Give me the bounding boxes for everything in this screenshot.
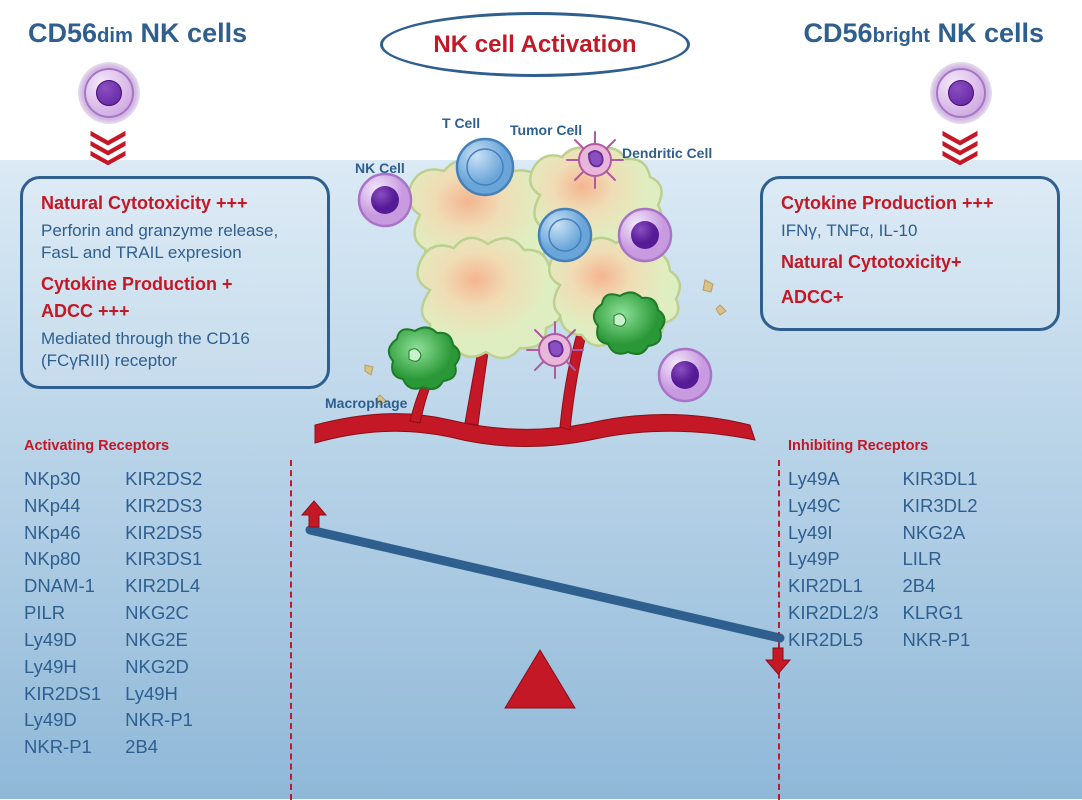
perforin-text: Perforin and granzyme release, FasL and … bbox=[41, 220, 309, 264]
natural-cytotoxicity-label: Natural Cytotoxicity +++ bbox=[41, 193, 309, 214]
receptor-item: Ly49I bbox=[788, 520, 879, 547]
cytokine-production-right-label: Cytokine Production +++ bbox=[781, 193, 1039, 214]
activating-receptors-list: NKp30NKp44NKp46NKp80DNAM-1PILRLy49DLy49H… bbox=[24, 466, 202, 761]
dendritic-cell-label: Dendritic Cell bbox=[622, 145, 712, 161]
nk-cell-right-icon bbox=[930, 62, 992, 124]
receptor-item: KIR2DL5 bbox=[788, 627, 879, 654]
receptor-item: LILR bbox=[903, 546, 978, 573]
activating-receptors-title: Activating Receptors bbox=[24, 438, 169, 454]
adcc-label: ADCC +++ bbox=[41, 301, 309, 322]
inhibiting-receptors-title: Inhibiting Receptors bbox=[788, 438, 928, 454]
seesaw-balance-icon bbox=[280, 500, 800, 710]
receptor-item: Ly49C bbox=[788, 493, 879, 520]
receptor-item: NKR-P1 bbox=[125, 707, 202, 734]
receptor-item: KIR2DL1 bbox=[788, 573, 879, 600]
cytokine-production-label: Cytokine Production + bbox=[41, 274, 309, 295]
receptor-item: KLRG1 bbox=[903, 600, 978, 627]
receptor-item: NKR-P1 bbox=[903, 627, 978, 654]
cd16-text: Mediated through the CD16 (FCγRIII) rece… bbox=[41, 328, 309, 372]
receptor-item: NKR-P1 bbox=[24, 734, 101, 761]
macrophage-label: Macrophage bbox=[325, 395, 407, 411]
nk-cell-left-icon bbox=[78, 62, 140, 124]
cd56bright-function-box: Cytokine Production +++ IFNγ, TNFα, IL-1… bbox=[760, 176, 1060, 331]
natural-cytotoxicity-right-label: Natural Cytotoxicity+ bbox=[781, 252, 1039, 273]
receptor-item: DNAM-1 bbox=[24, 573, 101, 600]
receptor-item: Ly49P bbox=[788, 546, 879, 573]
cd56dim-function-box: Natural Cytotoxicity +++ Perforin and gr… bbox=[20, 176, 330, 389]
title-ellipse: NK cell Activation bbox=[380, 12, 690, 77]
header-right: CD56bright NK cells bbox=[804, 18, 1044, 49]
receptor-item: 2B4 bbox=[903, 573, 978, 600]
receptor-item: NKp44 bbox=[24, 493, 101, 520]
receptor-item: NKp30 bbox=[24, 466, 101, 493]
inhibiting-receptors-list: Ly49ALy49CLy49ILy49PKIR2DL1KIR2DL2/3KIR2… bbox=[788, 466, 978, 654]
receptor-item: Ly49A bbox=[788, 466, 879, 493]
ifn-text: IFNγ, TNFα, IL-10 bbox=[781, 220, 1039, 242]
receptor-item: Ly49H bbox=[125, 681, 202, 708]
t-cell-label: T Cell bbox=[442, 115, 480, 131]
receptor-item: Ly49D bbox=[24, 707, 101, 734]
chevron-down-right-icon bbox=[940, 130, 980, 165]
receptor-item: NKp46 bbox=[24, 520, 101, 547]
adcc-right-label: ADCC+ bbox=[781, 287, 1039, 308]
receptor-item: KIR3DS1 bbox=[125, 546, 202, 573]
receptor-item: KIR2DL4 bbox=[125, 573, 202, 600]
nk-cell-label: NK Cell bbox=[355, 160, 405, 176]
receptor-item: KIR3DL1 bbox=[903, 466, 978, 493]
receptor-item: KIR2DS3 bbox=[125, 493, 202, 520]
receptor-item: NKG2C bbox=[125, 600, 202, 627]
chevron-down-left-icon bbox=[88, 130, 128, 165]
receptor-item: KIR2DS2 bbox=[125, 466, 202, 493]
receptor-item: KIR2DS1 bbox=[24, 681, 101, 708]
receptor-item: KIR2DL2/3 bbox=[788, 600, 879, 627]
receptor-item: KIR2DS5 bbox=[125, 520, 202, 547]
title-text: NK cell Activation bbox=[433, 31, 636, 59]
receptor-item: Ly49D bbox=[24, 627, 101, 654]
header-left: CD56dim NK cells bbox=[28, 18, 247, 49]
receptor-item: PILR bbox=[24, 600, 101, 627]
receptor-item: NKG2E bbox=[125, 627, 202, 654]
tumor-cell-label: Tumor Cell bbox=[510, 122, 582, 138]
receptor-item: NKp80 bbox=[24, 546, 101, 573]
receptor-item: Ly49H bbox=[24, 654, 101, 681]
receptor-item: 2B4 bbox=[125, 734, 202, 761]
receptor-item: KIR3DL2 bbox=[903, 493, 978, 520]
receptor-item: NKG2D bbox=[125, 654, 202, 681]
receptor-item: NKG2A bbox=[903, 520, 978, 547]
